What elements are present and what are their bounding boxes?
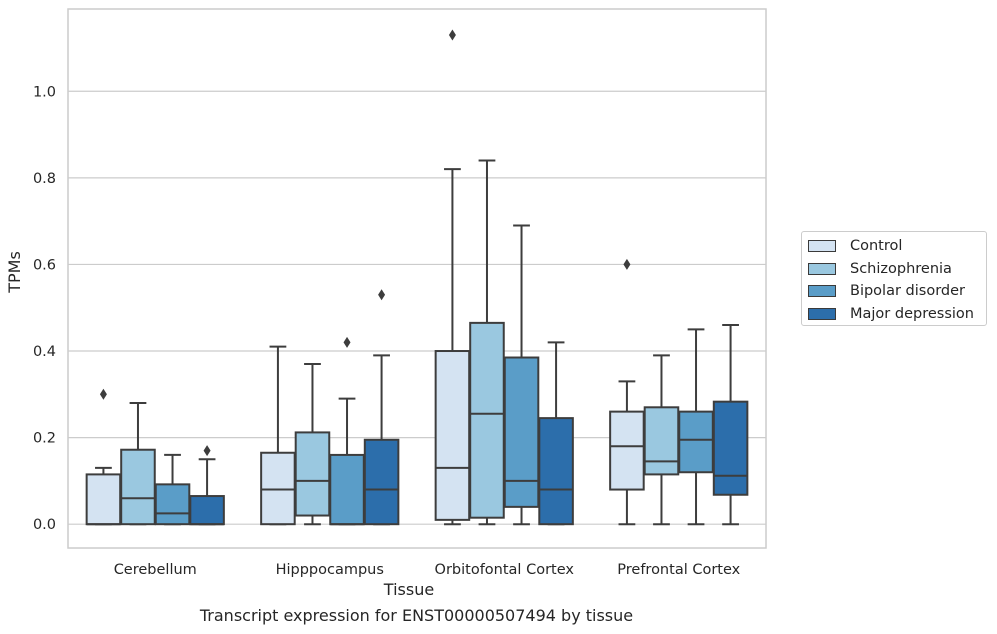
box-iqr (712, 400, 749, 496)
box-iqr (120, 448, 156, 526)
outlier-marker (623, 258, 631, 270)
x-tick-label: Prefrontal Cortex (617, 562, 740, 578)
box-control (609, 258, 645, 526)
chart-caption: Transcript expression for ENST0000050749… (199, 606, 634, 625)
box-control (85, 388, 122, 526)
x-axis-label: Tissue (383, 580, 434, 599)
y-tick-label: 1.0 (33, 84, 56, 100)
y-axis-label: TPMs (5, 251, 24, 294)
legend-item: Bipolar disorder (808, 282, 965, 300)
box-iqr (678, 410, 714, 474)
box-iqr (609, 410, 645, 491)
outlier-marker (99, 388, 107, 400)
box-iqr (643, 406, 680, 476)
legend-label: Major depression (850, 305, 974, 322)
box-major-depression (712, 324, 749, 526)
box-iqr (434, 350, 471, 521)
legend-label: Schizophrenia (850, 260, 952, 277)
box-iqr (503, 356, 540, 508)
box-iqr (469, 321, 505, 519)
y-tick-label: 0.4 (33, 344, 56, 360)
legend-swatch (808, 240, 836, 252)
box-schizophrenia (469, 159, 505, 526)
box-iqr (85, 473, 122, 526)
y-tick-labels: 0.0 0.2 0.4 0.6 0.8 1.0 (33, 84, 56, 533)
x-tick-label: Cerebellum (114, 562, 197, 578)
box-major-depression (189, 445, 225, 526)
box-iqr (538, 417, 574, 526)
box-iqr (329, 453, 365, 526)
box-major-depression (538, 341, 574, 526)
box-schizophrenia (120, 401, 156, 526)
box-bipolar-disorder (329, 336, 365, 526)
y-gridlines (68, 90, 766, 525)
box-iqr (363, 438, 400, 526)
box-major-depression (363, 289, 400, 526)
x-tick-labels: Cerebellum Hipppocampus Orbitofontal Corte… (114, 562, 741, 578)
y-tick-label: 0.0 (33, 517, 56, 533)
legend: Control Schizophrenia Bipolar disorder Majo… (801, 231, 987, 326)
box-bipolar-disorder (678, 328, 714, 526)
legend-item: Major depression (808, 305, 974, 323)
legend-swatch (808, 307, 836, 320)
x-tick-label: Orbitofontal Cortex (435, 562, 575, 578)
box-iqr (189, 495, 225, 526)
outlier-marker (448, 29, 456, 41)
outlier-marker (343, 336, 351, 348)
outlier-marker (378, 289, 386, 301)
plot-frame (67, 8, 767, 549)
legend-item: Control (808, 237, 902, 255)
y-tick-label: 0.8 (33, 171, 56, 187)
box-bipolar-disorder (154, 453, 191, 526)
legend-label: Control (850, 238, 903, 254)
box-schizophrenia (294, 363, 331, 526)
y-tick-label: 0.2 (33, 431, 56, 447)
box-schizophrenia (643, 354, 680, 526)
box-groups (85, 29, 749, 526)
legend-swatch (808, 262, 836, 275)
legend-swatch (808, 285, 836, 297)
y-tick-label: 0.6 (33, 257, 56, 273)
box-bipolar-disorder (503, 224, 540, 526)
legend-item: Schizophrenia (808, 260, 952, 278)
x-tick-label: Hipppocampus (276, 562, 384, 578)
box-control (434, 29, 471, 526)
box-iqr (260, 451, 296, 526)
box-iqr (294, 431, 331, 517)
legend-label: Bipolar disorder (850, 283, 965, 299)
box-iqr (154, 483, 191, 526)
outlier-marker (203, 445, 211, 457)
box-control (260, 345, 296, 526)
